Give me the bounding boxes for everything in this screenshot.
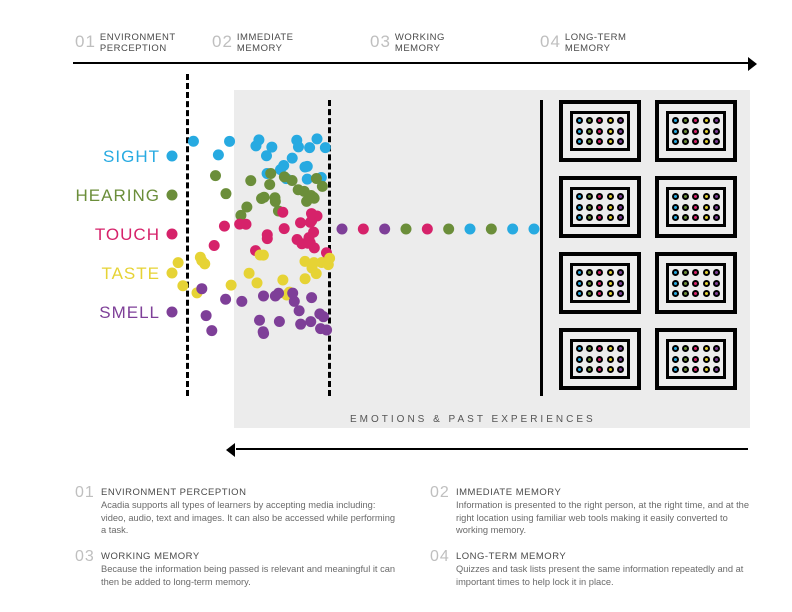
memory-frame <box>559 328 641 390</box>
desc-num: 03 <box>75 548 95 566</box>
memory-frame <box>559 176 641 238</box>
emotions-label: EMOTIONS & PAST EXPERIENCES <box>350 414 596 425</box>
desc-title: WORKING MEMORY <box>101 551 200 562</box>
desc-body: Acadia supports all types of learners by… <box>101 499 401 537</box>
memory-frame <box>655 100 737 162</box>
desc-body: Information is presented to the right pe… <box>456 499 756 537</box>
flow-arrow-bottom-head <box>226 443 235 457</box>
desc-title: IMMEDIATE MEMORY <box>456 487 561 498</box>
memory-frame <box>559 100 641 162</box>
memory-frame <box>655 252 737 314</box>
desc-num: 01 <box>75 484 95 502</box>
memory-frame <box>559 252 641 314</box>
desc-title: ENVIRONMENT PERCEPTION <box>101 487 246 498</box>
desc-body: Because the information being passed is … <box>101 563 401 588</box>
desc-num: 04 <box>430 548 450 566</box>
memory-frame <box>655 176 737 238</box>
desc-body: Quizzes and task lists present the same … <box>456 563 756 588</box>
desc-title: LONG-TERM MEMORY <box>456 551 566 562</box>
flow-arrow-bottom <box>236 448 748 450</box>
desc-num: 02 <box>430 484 450 502</box>
memory-frame <box>655 328 737 390</box>
